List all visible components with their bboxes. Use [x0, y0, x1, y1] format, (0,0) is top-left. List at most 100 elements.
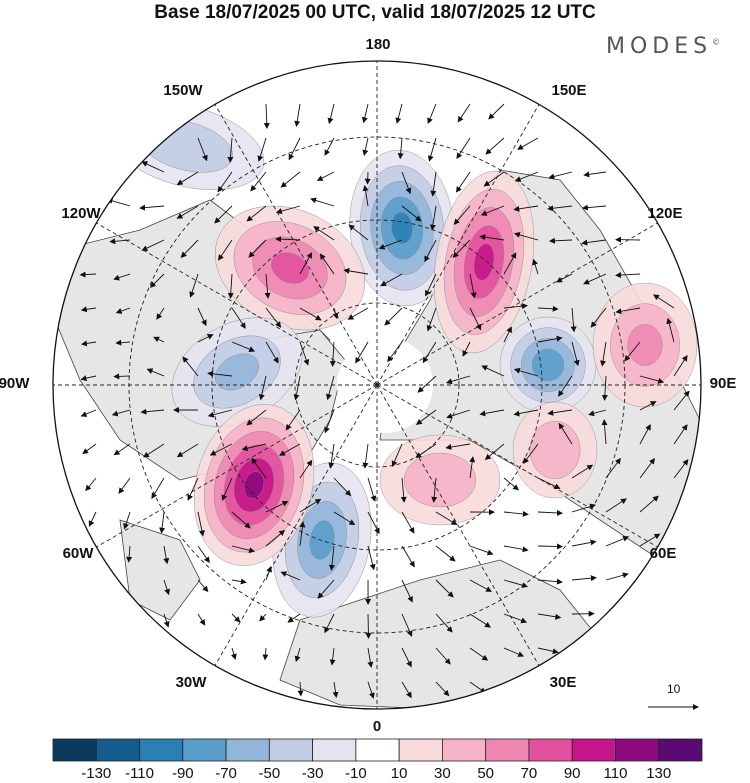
colorbar-tick-label: -130 — [81, 765, 112, 782]
wind-arrow — [503, 326, 512, 343]
wind-arrow — [600, 341, 607, 367]
wind-arrow — [513, 409, 539, 417]
colorbar-tick-label: -10 — [345, 765, 367, 782]
wind-arrow — [109, 238, 131, 245]
wind-arrow — [673, 424, 688, 445]
wind-arrow — [445, 443, 471, 450]
colorbar-tick-label: 90 — [563, 765, 581, 782]
wind-arrow — [548, 171, 573, 180]
wind-arrow — [400, 477, 407, 503]
wind-arrow — [231, 341, 256, 352]
wind-arrow — [118, 477, 131, 494]
wind-arrow — [517, 137, 539, 150]
wind-arrow — [113, 373, 131, 380]
wind-arrow — [537, 647, 559, 655]
wind-arrow — [503, 579, 529, 589]
wind-arrow — [639, 375, 665, 384]
wind-arrow — [425, 273, 437, 297]
landmass — [119, 519, 201, 621]
wind-arrow — [324, 613, 335, 634]
wind-arrow — [639, 457, 655, 479]
wind-arrow — [299, 459, 313, 479]
wind-arrow — [324, 137, 335, 156]
colorbar-tick-label: 10 — [390, 765, 408, 782]
wind-arrow — [666, 317, 675, 343]
wind-arrow — [367, 511, 380, 535]
wind-arrow — [384, 307, 403, 326]
wind-arrow — [79, 271, 97, 278]
wind-arrow — [401, 613, 413, 637]
wind-arrow — [395, 103, 403, 124]
wind-arrow — [462, 341, 471, 357]
wind-arrow — [615, 272, 641, 279]
longitude-label: 30W — [175, 674, 207, 691]
wind-arrow — [639, 424, 651, 445]
wind-arrow — [429, 205, 437, 231]
wind-arrow — [299, 252, 313, 275]
wind-arrow — [435, 545, 456, 562]
wind-arrow — [570, 307, 577, 333]
meridian — [376, 104, 540, 386]
wind-arrow — [159, 511, 166, 534]
anomaly-center — [512, 401, 598, 499]
wind-arrow — [537, 335, 563, 343]
wind-arrow — [514, 171, 539, 182]
longitude-label: 120E — [647, 205, 683, 222]
wind-arrow — [446, 375, 471, 385]
wind-arrow — [556, 273, 573, 283]
wind-arrow — [453, 205, 471, 225]
wind-arrow — [332, 681, 339, 699]
wind-arrow — [469, 545, 494, 556]
longitude-label: 120W — [61, 205, 101, 222]
wind-arrow — [503, 545, 529, 553]
wind-arrow — [197, 579, 209, 593]
longitude-label: 30E — [549, 674, 577, 691]
wind-arrow — [80, 340, 97, 347]
wind-arrow — [503, 510, 529, 517]
wind-arrow — [435, 681, 450, 697]
wind-arrow — [362, 184, 369, 207]
wind-arrow — [355, 341, 369, 364]
wind-arrow — [469, 579, 492, 592]
wind-arrow — [113, 273, 131, 281]
wind-arrow — [427, 137, 437, 162]
wind-arrow — [299, 341, 310, 366]
wind-arrow — [367, 477, 377, 502]
wind-arrow — [401, 511, 415, 534]
anomaly-center — [499, 316, 597, 414]
wind-arrow — [189, 273, 199, 298]
wind-arrow — [80, 375, 97, 382]
wind-arrow — [182, 356, 199, 377]
wind-arrow — [479, 234, 505, 241]
wind-arrow — [82, 443, 97, 455]
wind-arrow — [265, 500, 289, 513]
wind-arrow — [197, 511, 205, 537]
wind-arrow — [547, 409, 573, 416]
wind-arrow — [362, 443, 369, 469]
wind-arrow — [317, 579, 335, 599]
wind-arrow — [327, 103, 335, 125]
wind-arrow — [246, 409, 267, 426]
wind-arrow — [401, 579, 413, 603]
wind-arrow — [513, 232, 539, 241]
wind-arrow — [427, 103, 437, 125]
colorbar-tick-label: 50 — [477, 765, 494, 782]
wind-arrow — [264, 273, 271, 299]
wind-arrow — [424, 239, 437, 263]
wind-arrow — [503, 613, 528, 624]
wind-arrow — [293, 375, 301, 401]
wind-arrow — [313, 226, 335, 241]
wind-arrow — [469, 307, 482, 331]
colorbar-tick-label: -90 — [171, 765, 194, 782]
meridian — [96, 384, 378, 548]
wind-arrow — [329, 341, 336, 367]
wind-arrow — [571, 575, 597, 582]
wind-arrow — [227, 137, 234, 163]
wind-arrow — [299, 521, 306, 547]
wind-arrow — [479, 409, 505, 417]
meridian — [214, 384, 378, 666]
wind-arrow — [285, 409, 301, 431]
wind-arrow — [365, 613, 372, 639]
wind-arrow — [310, 197, 335, 207]
wind-arrow — [397, 137, 404, 160]
